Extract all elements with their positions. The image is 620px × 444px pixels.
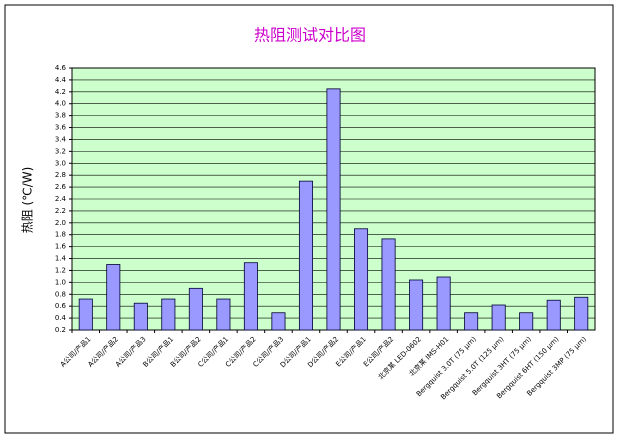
bar: [464, 312, 479, 331]
y-tick-label: 1.4: [55, 255, 67, 263]
y-tick-label: 2.4: [55, 195, 67, 203]
y-tick-label: 3.4: [55, 135, 67, 143]
bar: [409, 279, 424, 331]
y-tick-label: 1.8: [55, 231, 66, 239]
bar: [188, 287, 203, 331]
bar: [78, 298, 93, 331]
y-tick-label: 1.2: [55, 266, 66, 274]
bar: [271, 312, 286, 331]
y-tick-label: 3.0: [55, 159, 66, 167]
bar: [161, 298, 176, 331]
y-tick-label: 0.2: [55, 326, 66, 334]
bar: [574, 296, 589, 331]
bar: [298, 180, 313, 331]
bar: [436, 276, 451, 331]
y-tick-label: 2.0: [55, 219, 66, 227]
y-tick-label: 4.2: [55, 88, 66, 96]
bar: [381, 238, 396, 331]
y-tick-label: 1.6: [55, 243, 67, 251]
bar: [106, 264, 121, 331]
y-axis-label: 热阻 (℃/W): [21, 167, 35, 234]
y-tick-label: 2.2: [55, 207, 66, 215]
y-tick-label: 4.0: [55, 100, 66, 108]
y-tick-label: 4.6: [55, 64, 67, 72]
y-tick-label: 3.2: [55, 147, 66, 155]
bar: [546, 299, 561, 331]
chart-title: 热阻测试对比图: [254, 26, 366, 45]
bar: [326, 88, 341, 331]
y-tick-label: 2.6: [55, 183, 67, 191]
bar: [133, 302, 148, 331]
y-tick-label: 4.4: [55, 76, 67, 84]
y-tick-label: 0.8: [55, 290, 66, 298]
bar: [519, 312, 534, 331]
y-tick-label: 1.0: [55, 278, 66, 286]
bar: [243, 262, 258, 331]
bar: [216, 298, 231, 331]
y-tick-label: 2.8: [55, 171, 66, 179]
bar: [354, 228, 369, 331]
y-tick-label: 3.8: [55, 112, 66, 120]
y-tick-label: 0.6: [55, 302, 67, 310]
y-tick-label: 0.4: [55, 314, 67, 322]
y-tick-label: 3.6: [55, 124, 67, 132]
bar: [491, 304, 506, 331]
